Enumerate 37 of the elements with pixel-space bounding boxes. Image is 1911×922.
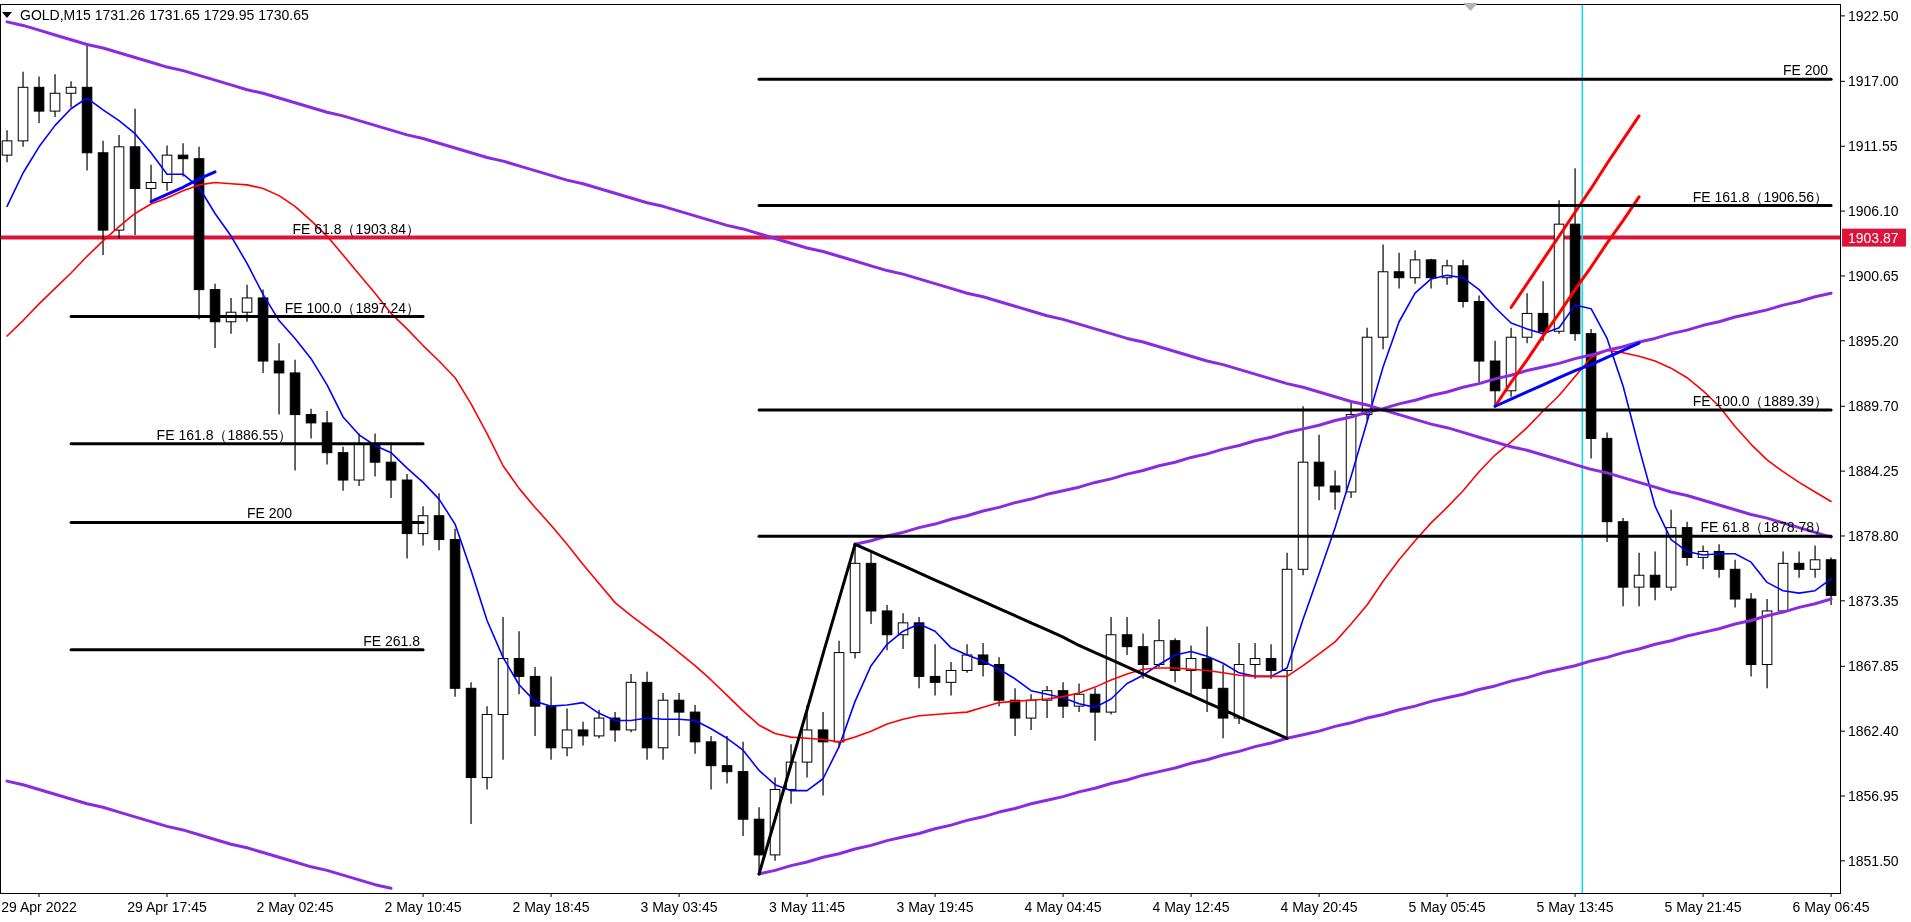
y-tick-label: 1851.50 (1848, 852, 1899, 869)
x-tick-label: 4 May 12:45 (1152, 899, 1230, 915)
x-tick-label: 2 May 02:45 (256, 899, 334, 915)
y-tick-label: 1856.95 (1848, 788, 1899, 804)
x-tick-label: 6 May 06:45 (1792, 899, 1870, 915)
y-tick-label: 1873.35 (1848, 592, 1899, 609)
ref-line-label: 1903.87 (1848, 229, 1899, 246)
y-tick-label: 1911.55 (1848, 138, 1898, 155)
x-tick-label: 3 May 11:45 (769, 899, 846, 915)
y-tick-label: 1862.40 (1848, 723, 1899, 740)
y-tick-label: 1878.80 (1848, 527, 1899, 544)
x-tick-label: 3 May 03:45 (640, 899, 718, 915)
x-tick-label: 29 Apr 17:45 (127, 899, 207, 915)
annotation: FE 261.8 (363, 632, 421, 649)
annotation: FE 200 (1782, 62, 1829, 79)
x-tick-label: 3 May 19:45 (896, 899, 974, 915)
annotation: FE 161.8（1906.56） (1692, 188, 1829, 205)
x-tick-label: 2 May 10:45 (384, 899, 462, 915)
y-tick-label: 1867.85 (1848, 658, 1899, 675)
y-tick-label: 1906.10 (1848, 203, 1899, 220)
x-tick-label: 5 May 21:45 (1664, 899, 1742, 915)
y-tick-label: 1922.50 (1848, 7, 1899, 24)
x-tick-label: 29 Apr 2022 (1, 899, 77, 915)
x-tick-label: 5 May 05:45 (1408, 899, 1486, 915)
x-tick-label: 4 May 20:45 (1280, 899, 1358, 915)
y-tick-label: 1889.70 (1848, 398, 1899, 415)
x-tick-label: 4 May 04:45 (1024, 899, 1102, 915)
y-tick-label: 1917.00 (1848, 73, 1899, 90)
x-tick-label: 5 May 13:45 (1536, 899, 1614, 915)
x-tick-label: 2 May 18:45 (512, 899, 590, 915)
annotation: FE 161.8（1886.55） (156, 426, 293, 443)
annotation: FE 200 (246, 505, 293, 522)
annotation: FE 100.0（1889.39） (1692, 392, 1829, 409)
y-tick-label: 1884.25 (1848, 463, 1899, 480)
y-tick-label: 1900.65 (1848, 267, 1899, 284)
y-tick-label: 1895.20 (1848, 332, 1899, 349)
chart-title: GOLD,M15 1731.26 1731.65 1729.95 1730.65 (20, 7, 309, 23)
